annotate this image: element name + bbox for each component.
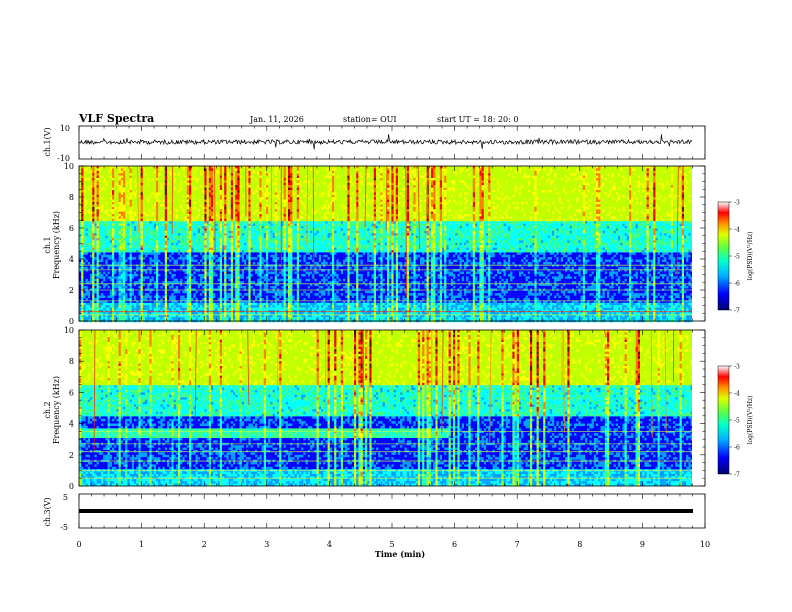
time-tick-label: 7 [515, 540, 520, 549]
freq-tick-label: 8 [69, 193, 74, 202]
ch1-colorbar-label: log(PSD)(V²/Hz) [747, 232, 754, 281]
ch2-colorbar-ticks: -3 -4 -5 -6 -7 [729, 364, 740, 479]
ch1-colorbar [718, 202, 729, 310]
station-label: station= OUI [343, 115, 397, 124]
time-axis-tick-labels: 0 1 2 3 4 5 6 7 8 9 10 [76, 540, 710, 549]
time-tick-label: 0 [76, 540, 81, 549]
ch3-waveform-trace [79, 509, 693, 513]
colorbar-tick-label: -4 [734, 391, 740, 398]
time-tick-label: 2 [202, 540, 207, 549]
time-tick-label: 1 [139, 540, 144, 549]
freq-tick-label: 8 [69, 357, 74, 366]
date-label: Jan. 11, 2026 [249, 115, 304, 124]
ch2-freq-ylabel: Frequency (kHz) [52, 376, 61, 444]
colorbar-tick-label: -3 [734, 364, 740, 371]
ch1-ylabel: ch.1(V) [43, 127, 52, 156]
colorbar-tick-label: -7 [734, 308, 740, 315]
ch2-channel-label: ch.2 [43, 401, 52, 418]
figure-title: VLF Spectra [78, 112, 154, 125]
ch1-spectrogram-image [79, 166, 705, 322]
freq-tick-label: 6 [69, 224, 74, 233]
freq-tick-label: 4 [69, 255, 74, 264]
freq-tick-label: 4 [69, 420, 74, 429]
freq-tick-label: 2 [69, 451, 74, 460]
time-tick-label: 8 [577, 540, 582, 549]
freq-tick-label: 0 [69, 317, 74, 326]
time-tick-label: 5 [389, 540, 394, 549]
time-tick-label: 10 [700, 540, 710, 549]
colorbar-tick-label: -5 [734, 418, 740, 425]
ch3-waveform-panel: 5 -5 ch.3(V) 0 1 2 3 4 5 6 7 8 9 10 Time (min) [43, 493, 710, 559]
time-tick-label: 3 [264, 540, 269, 549]
ch3-ytick-bottom: -5 [60, 523, 68, 532]
ch3-ytick-top: 5 [63, 493, 68, 502]
freq-tick-label: 6 [69, 388, 74, 397]
ch2-colorbar-label: log(PSD)(V²/Hz) [747, 396, 754, 445]
colorbar-tick-label: -5 [734, 254, 740, 261]
freq-tick-label: 0 [69, 482, 74, 491]
ch1-freq-ylabel: Frequency (kHz) [52, 211, 61, 279]
colorbar-tick-label: -6 [734, 445, 740, 452]
freq-tick-label: 10 [64, 326, 74, 335]
time-tick-label: 6 [452, 540, 457, 549]
ch2-colorbar [718, 366, 729, 474]
time-tick-label: 9 [640, 540, 645, 549]
freq-tick-label: 10 [64, 162, 74, 171]
colorbar-tick-label: -6 [734, 281, 740, 288]
ch1-waveform-panel: 10 -10 ch.1(V) [43, 124, 705, 163]
colorbar-tick-label: -4 [734, 227, 740, 234]
freq-tick-label: 2 [69, 286, 74, 295]
time-axis-label: Time (min) [375, 549, 425, 559]
ch1-ytick-top: 10 [60, 124, 70, 133]
time-tick-label: 4 [327, 540, 332, 549]
ch2-spectrogram-image [79, 330, 705, 486]
start-ut-label: start UT = 18: 20: 0 [437, 115, 518, 124]
colorbar-tick-label: -3 [734, 200, 740, 207]
ch1-colorbar-ticks: -3 -4 -5 -6 -7 [729, 200, 740, 315]
ch3-ylabel: ch.3(V) [43, 497, 52, 526]
ch1-channel-label: ch.1 [43, 236, 52, 253]
colorbar-tick-label: -7 [734, 472, 740, 479]
